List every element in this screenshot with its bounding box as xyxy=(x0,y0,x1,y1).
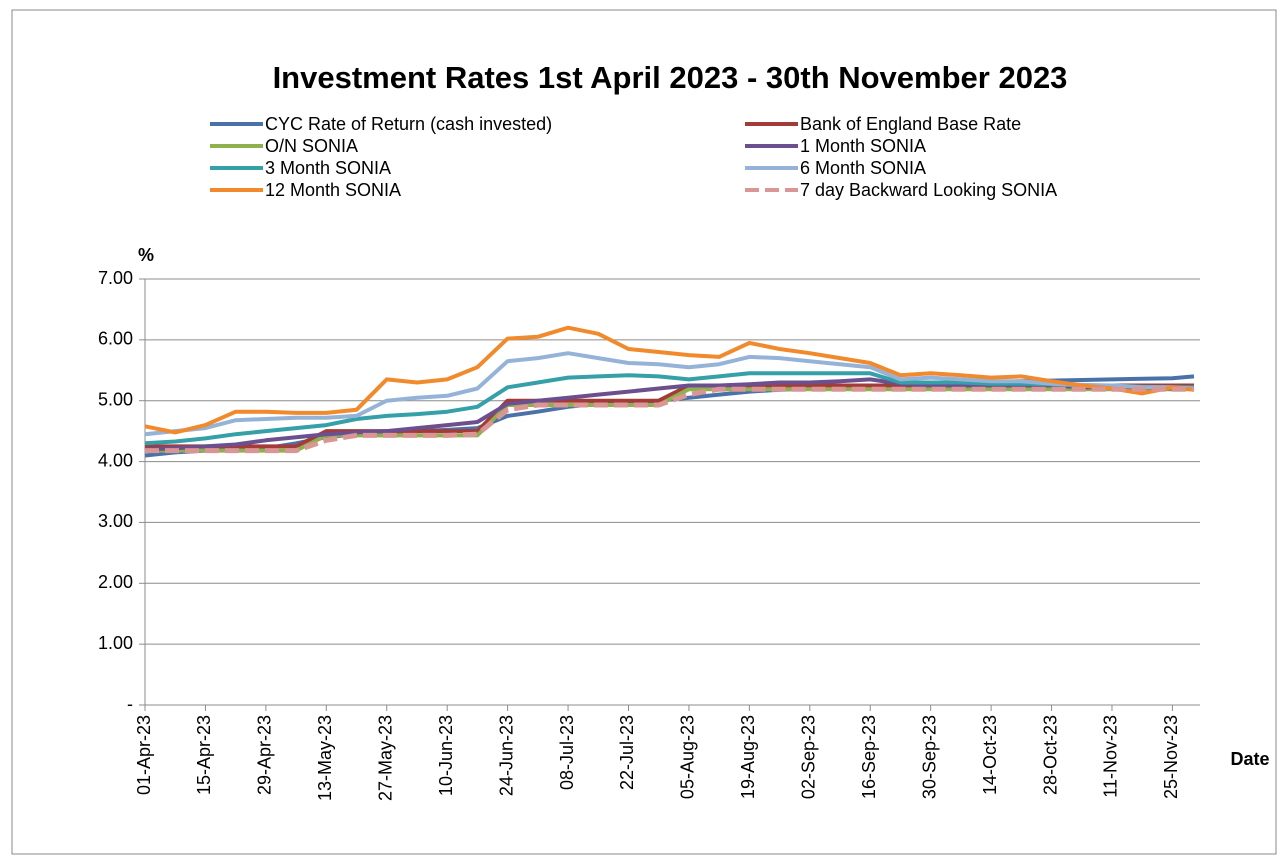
x-tick-label: 16-Sep-23 xyxy=(859,715,879,799)
data-line xyxy=(145,387,1194,453)
x-tick-label: 25-Nov-23 xyxy=(1161,715,1181,799)
x-axis-label: Date xyxy=(1230,749,1269,769)
legend-label: 3 Month SONIA xyxy=(265,158,391,178)
x-tick-label: 24-Jun-23 xyxy=(496,715,516,796)
x-tick-label: 11-Nov-23 xyxy=(1101,715,1121,798)
x-tick-label: 15-Apr-23 xyxy=(194,715,214,795)
x-tick-label: 10-Jun-23 xyxy=(436,715,456,796)
y-tick-label: 2.00 xyxy=(98,572,133,592)
x-tick-label: 05-Aug-23 xyxy=(678,715,698,799)
x-tick-label: 14-Oct-23 xyxy=(980,715,1000,795)
data-line xyxy=(144,371,1194,446)
x-tick-label: 28-Oct-23 xyxy=(1040,715,1060,795)
y-tick-label: 7.00 xyxy=(98,268,133,288)
x-tick-label: 08-Jul-23 xyxy=(557,715,577,790)
legend-label: O/N SONIA xyxy=(265,136,358,156)
legend-label: Bank of England Base Rate xyxy=(800,114,1021,134)
chart-title: Investment Rates 1st April 2023 - 30th N… xyxy=(273,60,1068,95)
y-tick-label: 4.00 xyxy=(98,450,133,470)
data-line xyxy=(144,351,1195,437)
chart-frame xyxy=(11,9,1277,855)
x-tick-label: 27-May-23 xyxy=(375,715,395,801)
legend-label: CYC Rate of Return (cash invested) xyxy=(265,114,552,134)
y-tick-label: 1.00 xyxy=(98,633,133,653)
x-tick-label: 19-Aug-23 xyxy=(738,715,758,799)
y-tick-label: - xyxy=(127,694,133,714)
y-axis-label: % xyxy=(138,245,154,265)
data-line xyxy=(144,325,1195,435)
legend-label: 7 day Backward Looking SONIA xyxy=(800,180,1057,200)
x-tick-label: 02-Sep-23 xyxy=(799,715,819,799)
x-tick-label: 22-Jul-23 xyxy=(617,715,637,790)
legend-label: 12 Month SONIA xyxy=(265,180,401,200)
x-tick-label: 29-Apr-23 xyxy=(255,715,275,795)
legend-label: 6 Month SONIA xyxy=(800,158,926,178)
x-tick-label: 30-Sep-23 xyxy=(919,715,939,799)
x-tick-label: 13-May-23 xyxy=(315,715,335,801)
y-tick-label: 5.00 xyxy=(98,389,133,409)
legend-label: 1 Month SONIA xyxy=(800,136,926,156)
y-tick-label: 6.00 xyxy=(98,329,133,349)
y-tick-label: 3.00 xyxy=(98,511,133,531)
data-line xyxy=(145,386,1194,454)
x-tick-label: 01-Apr-23 xyxy=(134,715,154,795)
